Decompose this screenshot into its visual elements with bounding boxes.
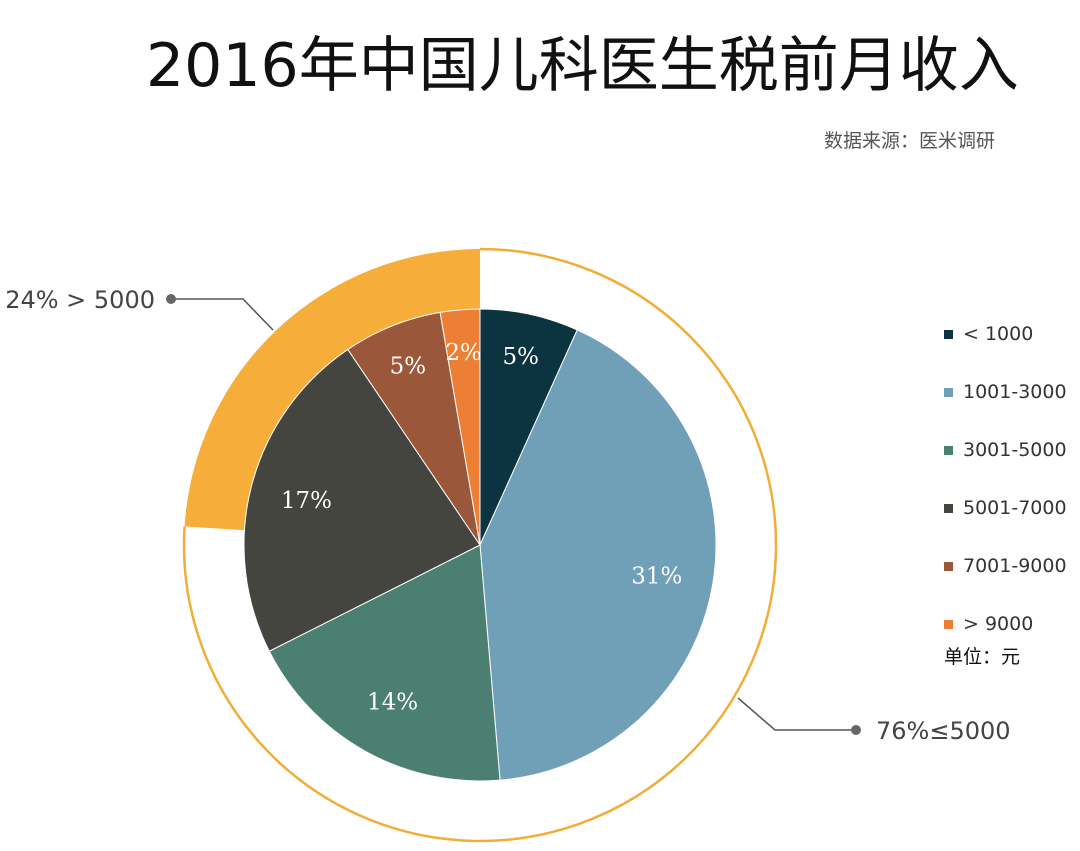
slice-label-4: 5%	[390, 353, 427, 379]
legend-label-1: 1001-3000	[963, 381, 1067, 403]
slice-label-0: 5%	[503, 344, 540, 370]
annotation-line-1	[171, 298, 274, 331]
annotation-line-0	[737, 697, 856, 731]
legend: < 1000 1001-3000 3001-5000 5001-7000 7001-90…	[944, 305, 1067, 653]
pie-slice-1	[479, 329, 717, 781]
legend-swatch-5	[944, 619, 953, 629]
slice-label-5: 2%	[445, 340, 482, 366]
unit-label: 单位：元	[944, 646, 1021, 668]
legend-item-4: 7001-9000	[944, 537, 1067, 595]
pie-slice-3	[243, 348, 481, 652]
legend-item-3: 5001-7000	[944, 479, 1067, 537]
legend-swatch-1	[944, 387, 953, 397]
legend-item-1: 1001-3000	[944, 363, 1067, 421]
slice-label-3: 17%	[281, 488, 332, 514]
legend-swatch-0	[944, 329, 953, 339]
slice-label-2: 14%	[367, 690, 418, 716]
legend-label-4: 7001-9000	[963, 555, 1067, 577]
legend-label-2: 3001-5000	[963, 439, 1067, 461]
annotation-dot-1	[166, 294, 176, 304]
slice-label-1: 31%	[631, 563, 682, 589]
pie-slice-5	[439, 308, 481, 546]
legend-swatch-3	[944, 503, 953, 513]
chart-title: 2016年中国儿科医生税前月收入	[146, 31, 1019, 101]
outer-ring-border	[182, 247, 778, 843]
legend-item-2: 3001-5000	[944, 421, 1067, 479]
legend-label-3: 5001-7000	[963, 497, 1067, 519]
annotation-dot-0	[851, 725, 861, 735]
legend-label-5: > 9000	[963, 613, 1034, 635]
legend-label-0: < 1000	[963, 323, 1034, 345]
group-label-1: 24% > 5000	[5, 286, 155, 314]
group-label-0: 76%≤5000	[876, 717, 1011, 745]
legend-swatch-2	[944, 445, 953, 455]
legend-item-5: > 9000	[944, 595, 1067, 653]
legend-item-0: < 1000	[944, 305, 1067, 363]
legend-swatch-4	[944, 561, 953, 571]
data-source: 数据来源：医米调研	[823, 130, 995, 152]
pie-slice-2	[268, 544, 501, 782]
